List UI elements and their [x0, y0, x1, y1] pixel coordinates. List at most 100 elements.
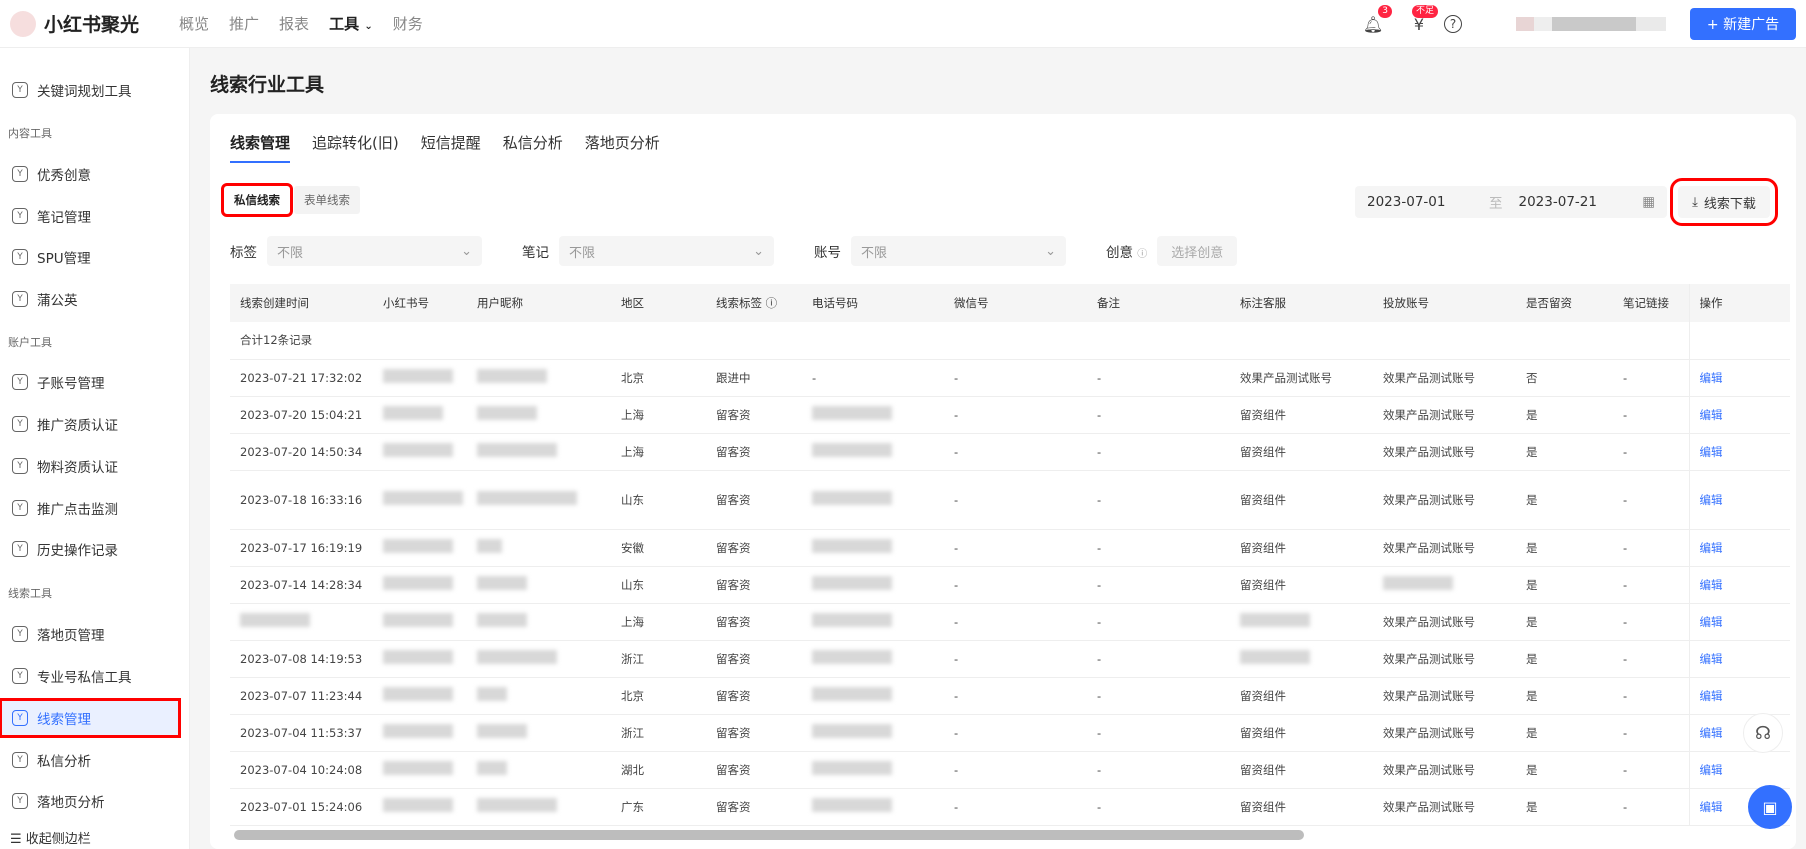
end-date[interactable]: 2023-07-21: [1518, 194, 1597, 210]
start-date[interactable]: 2023-07-01: [1367, 194, 1446, 210]
user-account[interactable]: [1516, 17, 1666, 31]
redacted-value: [477, 613, 527, 627]
sidebar-item-label: 专业号私信工具: [37, 670, 132, 686]
table-cell: 2023-07-18 16:33:16: [230, 470, 373, 530]
edit-link[interactable]: 编辑: [1688, 433, 1790, 471]
sidebar-item-keyword-planner[interactable]: Y 关键词规划工具: [0, 71, 180, 109]
sidebar-item-pugongying[interactable]: Y 蒲公英: [0, 280, 180, 318]
tab-sms[interactable]: 短信提醒: [420, 134, 481, 152]
collapse-sidebar-button[interactable]: ☰ 收起侧边栏: [10, 828, 91, 847]
customer-service-button[interactable]: ☊: [1743, 713, 1783, 753]
sidebar-item-label: 落地页分析: [37, 795, 105, 811]
download-leads-button[interactable]: ⤓ 线索下载: [1670, 178, 1778, 226]
notification-badge: 3: [1378, 5, 1392, 18]
sidebar-item-notes[interactable]: Y 笔记管理: [0, 197, 180, 235]
account-select[interactable]: 不限 ⌄: [851, 236, 1066, 266]
edit-link[interactable]: 编辑: [1688, 640, 1790, 678]
sidebar-item-spu[interactable]: Y SPU管理: [0, 238, 180, 276]
redacted-value: [477, 761, 507, 775]
redacted-value: [477, 406, 537, 420]
sidebar-item-dm-tools[interactable]: Y 专业号私信工具: [0, 657, 180, 695]
edit-link[interactable]: 编辑: [1688, 751, 1790, 789]
sidebar-item-creative[interactable]: Y 优秀创意: [0, 155, 180, 193]
table-cell: 留资组件: [1230, 788, 1373, 826]
cube-icon: Y: [12, 166, 28, 182]
nav-tools[interactable]: 工具 ⌄: [329, 13, 373, 34]
edit-link[interactable]: 编辑: [1688, 529, 1790, 567]
table-cell: [373, 396, 467, 434]
table-cell: [802, 470, 944, 530]
top-header: 小红书聚光 概览 推广 报表 工具 ⌄ 财务 🔔︎ 3 ¥ 不足 ? + 新建广告: [0, 0, 1806, 48]
edit-link[interactable]: 编辑: [1688, 359, 1790, 397]
sidebar-item-promo-qualification[interactable]: Y 推广资质认证: [0, 405, 180, 443]
table-cell: [230, 603, 373, 641]
column-header: 备注: [1087, 284, 1230, 322]
creative-select[interactable]: 选择创意: [1157, 236, 1238, 266]
column-header: 笔记链接: [1613, 284, 1689, 322]
table-cell: -: [1613, 433, 1689, 471]
sidebar-item-click-monitor[interactable]: Y 推广点击监测: [0, 489, 180, 527]
redacted-value: [812, 798, 892, 812]
table-cell: [467, 566, 611, 604]
sidebar-item-history[interactable]: Y 历史操作记录: [0, 530, 180, 568]
balance-icon[interactable]: ¥ 不足: [1408, 5, 1438, 35]
table-cell: [373, 433, 467, 471]
table-row: 上海 留客资 - - 效果产品测试账号是 - 编辑: [230, 603, 1790, 641]
table-cell: [373, 359, 467, 397]
nav-overview[interactable]: 概览: [179, 15, 210, 33]
sidebar-item-dm-analysis[interactable]: Y 私信分析: [0, 741, 180, 779]
tab-lead-management[interactable]: 线索管理: [230, 132, 291, 163]
tab-landing-analysis[interactable]: 落地页分析: [584, 134, 660, 152]
table-cell: 是: [1516, 396, 1613, 434]
column-header: 是否留资: [1516, 284, 1613, 322]
horizontal-scrollbar[interactable]: [234, 830, 1304, 840]
redacted-value: [812, 650, 892, 664]
note-select[interactable]: 不限 ⌄: [559, 236, 774, 266]
date-range-picker[interactable]: 2023-07-01 至 2023-07-21 ▦: [1355, 186, 1667, 218]
table-cell: 是: [1516, 751, 1613, 789]
table-cell: 留客资: [706, 603, 802, 641]
table-cell: 2023-07-20 14:50:34: [230, 433, 373, 471]
table-header: 线索创建时间 小红书号 用户昵称 地区 线索标签 ⓘ 电话号码 微信号 备注 标注客服 投放账号是…: [230, 284, 1790, 322]
table-cell: -: [802, 359, 944, 397]
sidebar-item-landing-analysis[interactable]: Y 落地页分析: [0, 782, 180, 820]
calendar-icon: ▦: [1642, 194, 1655, 210]
tag-select[interactable]: 不限 ⌄: [267, 236, 482, 266]
edit-link[interactable]: 编辑: [1688, 396, 1790, 434]
cube-icon: Y: [12, 668, 28, 684]
sidebar-item-material-qualification[interactable]: Y 物料资质认证: [0, 447, 180, 485]
cube-icon: Y: [12, 541, 28, 557]
nav-reports[interactable]: 报表: [279, 15, 310, 33]
feedback-button[interactable]: ▣: [1748, 785, 1792, 829]
redacted-value: [812, 491, 892, 505]
edit-link[interactable]: 编辑: [1688, 677, 1790, 715]
subtab-dm-leads[interactable]: 私信线索: [221, 183, 293, 217]
table-cell: -: [1613, 470, 1689, 530]
redacted-value: [477, 443, 557, 457]
tab-dm-analysis[interactable]: 私信分析: [502, 134, 563, 152]
sidebar-item-label: 优秀创意: [37, 168, 91, 184]
edit-link[interactable]: 编辑: [1688, 566, 1790, 604]
summary-op-cell: [1688, 322, 1790, 360]
help-icon[interactable]: ?: [1444, 15, 1462, 33]
bell-icon[interactable]: 🔔︎ 3: [1362, 5, 1392, 35]
sidebar-item-subaccounts[interactable]: Y 子账号管理: [0, 363, 180, 401]
new-ad-button[interactable]: + 新建广告: [1690, 8, 1796, 40]
column-header: 标注客服: [1230, 284, 1373, 322]
collapse-label: 收起侧边栏: [25, 832, 91, 847]
table-cell: -: [944, 396, 1087, 434]
sidebar-item-landing-pages[interactable]: Y 落地页管理: [0, 615, 180, 653]
sidebar-item-lead-management[interactable]: Y 线索管理: [0, 698, 181, 738]
nav-finance[interactable]: 财务: [392, 15, 423, 33]
edit-link[interactable]: 编辑: [1688, 603, 1790, 641]
tab-tracking[interactable]: 追踪转化(旧): [312, 134, 399, 152]
redacted-value: [383, 650, 453, 664]
edit-link[interactable]: 编辑: [1688, 470, 1790, 530]
table-cell: 效果产品测试账号: [1373, 396, 1516, 434]
table-row: 2023-07-18 16:33:16 山东 留客资 - - 留资组件 效果产品测试账号是 -…: [230, 470, 1790, 530]
chevron-down-icon: ⌄: [753, 243, 764, 259]
nav-promotion[interactable]: 推广: [229, 15, 260, 33]
table-row: 2023-07-20 15:04:21 上海 留客资 - - 留资组件 效果产品测试账号是 -…: [230, 396, 1790, 434]
subtab-form-leads[interactable]: 表单线索: [294, 186, 360, 214]
cube-icon: Y: [12, 249, 28, 265]
